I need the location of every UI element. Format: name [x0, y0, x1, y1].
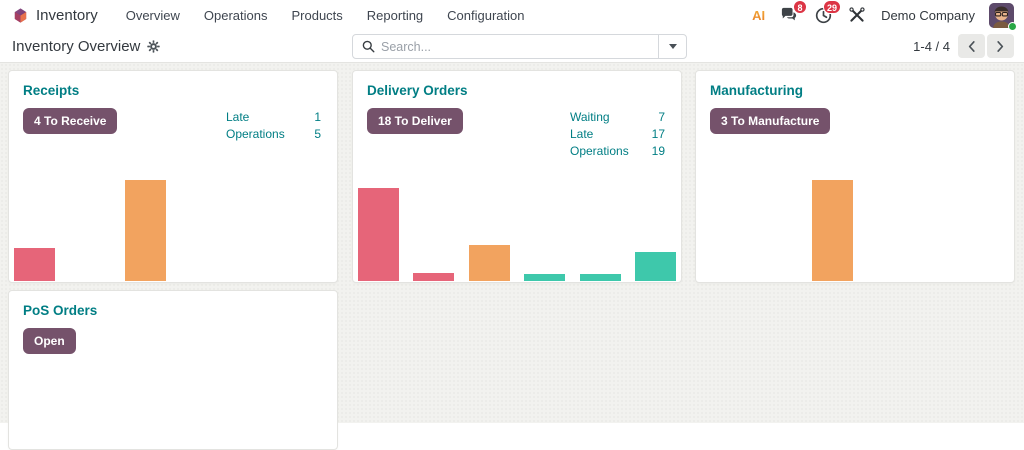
card-bar-chart: [9, 343, 337, 448]
stat-label: Late: [226, 110, 250, 124]
stat-row-late[interactable]: Late 1: [226, 110, 321, 124]
search-icon: [353, 40, 381, 53]
search-input[interactable]: [381, 35, 658, 58]
card-title[interactable]: Receipts: [23, 83, 80, 98]
messages-badge: 8: [793, 0, 808, 14]
stat-label: Late: [570, 127, 594, 141]
card-action-button[interactable]: Open: [23, 328, 76, 354]
menu-item-reporting[interactable]: Reporting: [366, 7, 424, 23]
card-bar-chart: [696, 176, 1014, 281]
app-name[interactable]: Inventory: [36, 6, 98, 24]
card-action-button[interactable]: 4 To Receive: [23, 108, 118, 134]
stat-value: 1: [314, 110, 321, 124]
pager: 1-4 / 4: [913, 34, 1014, 58]
chart-bar[interactable]: [468, 245, 510, 281]
control-panel: Inventory Overview: [0, 30, 1024, 63]
dashboard-settings-gear-icon[interactable]: [147, 39, 161, 53]
pager-value[interactable]: 1-4 / 4: [913, 38, 950, 54]
dashboard-card-receipts: Receipts 4 To Receive Late 1 Operations 5: [8, 70, 338, 283]
stat-value: 17: [651, 127, 665, 141]
chart-bar[interactable]: [579, 274, 621, 281]
search-filters-toggle[interactable]: [658, 35, 686, 58]
card-stats: Late 1 Operations 5: [226, 110, 321, 141]
pager-previous-button[interactable]: [958, 34, 985, 58]
chart-bar[interactable]: [811, 180, 853, 281]
stat-value: 7: [658, 110, 665, 124]
dashboard-content: Receipts 4 To Receive Late 1 Operations 5 D…: [0, 63, 1024, 450]
chart-bar[interactable]: [14, 248, 55, 281]
stat-row-waiting[interactable]: Waiting 7: [570, 110, 665, 124]
stat-value: 19: [651, 144, 665, 158]
stat-label: Operations: [570, 144, 629, 158]
card-title[interactable]: Delivery Orders: [367, 83, 468, 98]
menu-item-products[interactable]: Products: [291, 7, 343, 23]
menu-item-operations[interactable]: Operations: [203, 7, 268, 23]
menu-item-overview[interactable]: Overview: [125, 7, 180, 23]
chart-bar[interactable]: [413, 273, 455, 281]
card-action-button[interactable]: 18 To Deliver: [367, 108, 463, 134]
stat-label: Operations: [226, 127, 285, 141]
user-avatar[interactable]: [989, 2, 1017, 31]
card-title[interactable]: Manufacturing: [710, 83, 803, 98]
messages-icon[interactable]: 8: [779, 0, 808, 25]
dashboard-card-pos-orders: PoS Orders Open: [8, 290, 338, 450]
stat-row-operations[interactable]: Operations 19: [570, 144, 665, 158]
main-menu: Overview Operations Products Reporting Confi…: [116, 4, 535, 27]
stat-label: Waiting: [570, 110, 610, 124]
card-title[interactable]: PoS Orders: [23, 303, 98, 318]
chevron-down-icon: [668, 44, 677, 49]
stat-value: 5: [314, 127, 321, 141]
systray: AI 8 29 Demo Company: [752, 0, 1017, 31]
tools-icon[interactable]: [847, 5, 867, 25]
chart-bar[interactable]: [124, 180, 166, 281]
top-navbar: Inventory Overview Operations Products Repo…: [0, 0, 1024, 31]
pager-next-button[interactable]: [987, 34, 1014, 58]
activities-badge: 29: [823, 0, 842, 14]
card-stats: Waiting 7 Late 17 Operations 19: [570, 110, 665, 158]
card-bar-chart: [9, 176, 337, 281]
stat-row-late[interactable]: Late 17: [570, 127, 665, 141]
company-switcher[interactable]: Demo Company: [881, 7, 975, 23]
search-box: [352, 34, 687, 59]
card-action-button[interactable]: 3 To Manufacture: [710, 108, 831, 134]
dashboard-card-delivery-orders: Delivery Orders 18 To Deliver Waiting 7 La…: [352, 70, 682, 283]
inventory-app-icon: [12, 7, 29, 24]
dashboard-card-manufacturing: Manufacturing 3 To Manufacture: [695, 70, 1015, 283]
page-title: Inventory Overview: [12, 37, 141, 55]
ai-button[interactable]: AI: [752, 7, 766, 23]
chart-bar[interactable]: [358, 188, 399, 281]
stat-row-operations[interactable]: Operations 5: [226, 127, 321, 141]
app-switcher[interactable]: Inventory: [12, 7, 98, 24]
chart-bar[interactable]: [635, 252, 676, 281]
chart-bar[interactable]: [524, 274, 566, 281]
activities-icon[interactable]: 29: [813, 0, 842, 25]
menu-item-configuration[interactable]: Configuration: [447, 7, 525, 23]
card-bar-chart: [353, 176, 681, 281]
